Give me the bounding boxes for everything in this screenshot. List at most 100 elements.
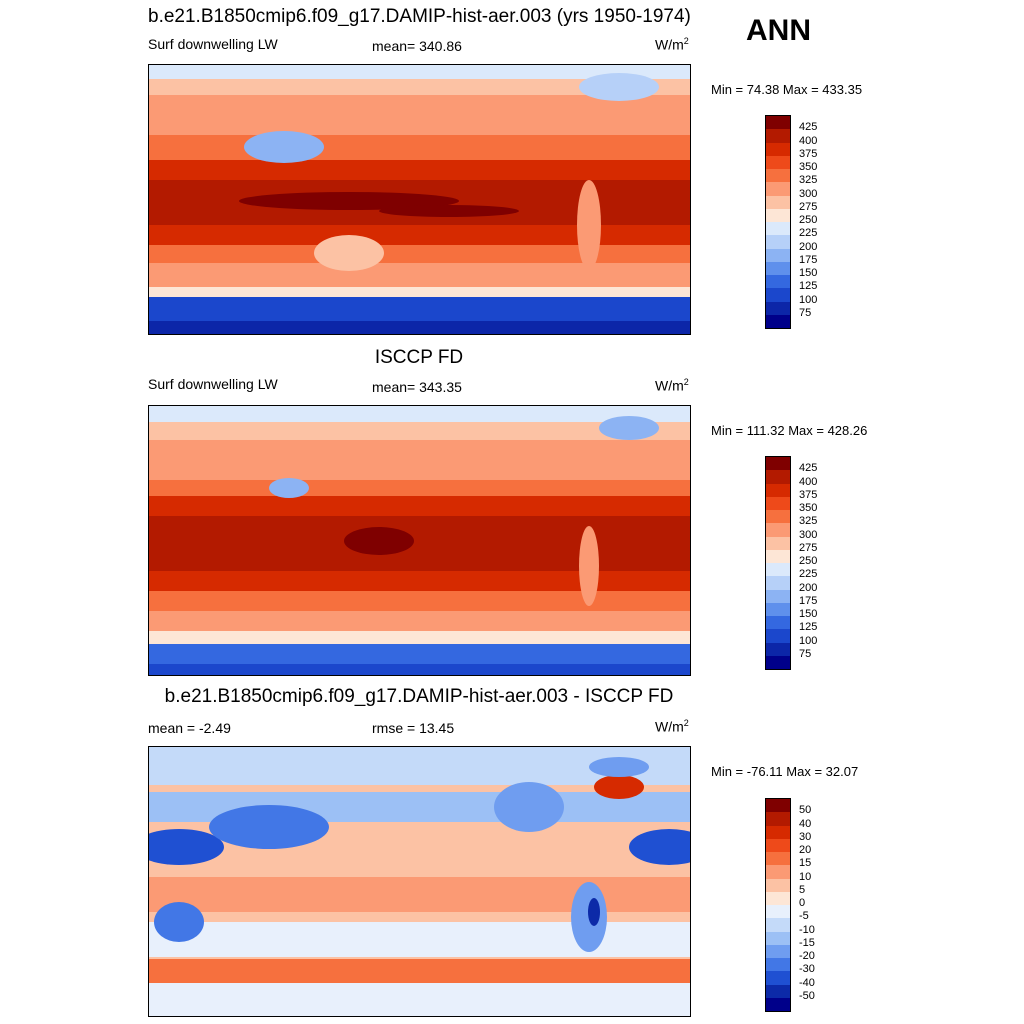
colorbar-tick-label: 250 [799,555,818,567]
colorbar-tick-label: 100 [799,634,818,647]
colorbar-box [766,865,790,879]
colorbar-box [766,483,790,497]
colorbar-tick-label: -30 [799,963,815,976]
colorbar-box [766,812,790,826]
panel-3-title: b.e21.B1850cmip6.f09_g17.DAMIP-hist-aer.… [164,686,674,707]
colorbar-tick-label: 5 [799,883,806,896]
panel-2-variable-label: Surf downwelling LW [148,376,278,392]
colorbar-box [766,852,790,866]
colorbar-tick-label: 50 [799,804,812,817]
colorbar-tick-label: 175 [799,253,818,266]
colorbar-box [766,931,790,945]
colorbar-box [766,208,790,222]
colorbar-tick-label: 400 [799,475,818,488]
colorbar-tick-label: 350 [799,161,818,173]
colorbar-box [766,838,790,852]
colorbar-box [766,261,790,275]
colorbar-tick-label: 250 [799,214,818,226]
panel-2-mean-label: mean= 343.35 [372,379,462,395]
panel-2-units: W/m2 [655,377,689,394]
colorbar-tick-label: 175 [799,594,818,607]
colorbar-box [766,549,790,563]
panel-3-rmse-label: rmse = 13.45 [372,720,455,736]
colorbar-tick-label: -10 [799,923,815,936]
panel-1-units: W/m2 [655,36,689,53]
panel-1-title: b.e21.B1850cmip6.f09_g17.DAMIP-hist-aer.… [148,6,691,27]
colorbar-box [766,142,790,156]
colorbar-box [766,470,790,484]
colorbar-box [766,589,790,603]
colorbar-box [766,563,790,577]
colorbar-tick-label: 350 [799,502,818,514]
colorbar-tick-label: 200 [799,581,818,594]
colorbar-tick-label: -5 [799,910,809,923]
colorbar-box [766,523,790,537]
colorbar-box [766,905,790,919]
colorbar-box [766,918,790,932]
colorbar-box [766,496,790,510]
colorbar-tick-label: 20 [799,844,812,856]
panel-1-colorbar-labels: 425 400 375 350 325 300 275 250 225 200 175 150 125 1… [799,115,839,329]
colorbar-tick-label: 225 [799,227,818,240]
colorbar-box [766,182,790,196]
colorbar-tick-label: 325 [799,515,818,528]
panel-2-colorbar [765,456,791,670]
colorbar-tick-label: 125 [799,280,818,293]
colorbar-tick-label: -40 [799,976,815,989]
colorbar-box [766,825,790,839]
colorbar-tick-label: 275 [799,541,818,554]
panel-1-minmax: Min = 74.38 Max = 433.35 [711,82,863,97]
colorbar-box [766,655,790,669]
colorbar-tick-label: 75 [799,647,812,660]
colorbar-box [766,971,790,985]
panel-2-map [148,405,691,676]
colorbar-box [766,301,790,315]
panel-2-title: ISCCP FD [374,347,464,368]
colorbar-box [766,602,790,616]
colorbar-box [766,457,790,471]
colorbar-box [766,288,790,302]
colorbar-tick-label: 400 [799,134,818,147]
colorbar-box [766,576,790,590]
colorbar-tick-label: 375 [799,147,818,160]
panel-3-minmax: Min = -76.11 Max = 32.07 [711,764,859,779]
colorbar-tick-label: -20 [799,950,815,962]
colorbar-tick-label: 200 [799,240,818,253]
colorbar-tick-label: 0 [799,897,806,909]
panel-1-map [148,64,691,335]
colorbar-box [766,616,790,630]
panel-1-contour-field [149,65,690,334]
colorbar-box [766,891,790,905]
panel-1-variable-label: Surf downwelling LW [148,36,278,52]
colorbar-tick-label: 125 [799,621,818,634]
colorbar-tick-label: -15 [799,936,815,949]
colorbar-box [766,536,790,550]
colorbar-box [766,984,790,998]
panel-3-mean-label: mean = -2.49 [148,720,231,736]
colorbar-box [766,129,790,143]
colorbar-tick-label: 15 [799,857,812,870]
colorbar-box [766,997,790,1011]
colorbar-tick-label: 150 [799,267,818,279]
colorbar-tick-label: -50 [799,989,815,1002]
colorbar-box [766,642,790,656]
colorbar-box [766,169,790,183]
panel-2-colorbar-labels: 425 400 375 350 325 300 275 250 225 200 175 150 125 1… [799,456,839,670]
colorbar-box [766,958,790,972]
colorbar-box [766,155,790,169]
colorbar-tick-label: 300 [799,528,818,541]
panel-1-mean-label: mean= 340.86 [372,38,462,54]
colorbar-tick-label: 425 [799,462,818,475]
colorbar-tick-label: 150 [799,608,818,620]
panel-2-contour-field [149,406,690,675]
colorbar-tick-label: 425 [799,121,818,134]
colorbar-tick-label: 30 [799,830,812,843]
panel-3-contour-field [149,747,690,1016]
colorbar-box [766,944,790,958]
colorbar-box [766,275,790,289]
colorbar-tick-label: 275 [799,200,818,213]
season-label: ANN [746,14,811,47]
colorbar-box [766,314,790,328]
panel-3-map [148,746,691,1017]
panel-2-minmax: Min = 111.32 Max = 428.26 [711,423,868,438]
